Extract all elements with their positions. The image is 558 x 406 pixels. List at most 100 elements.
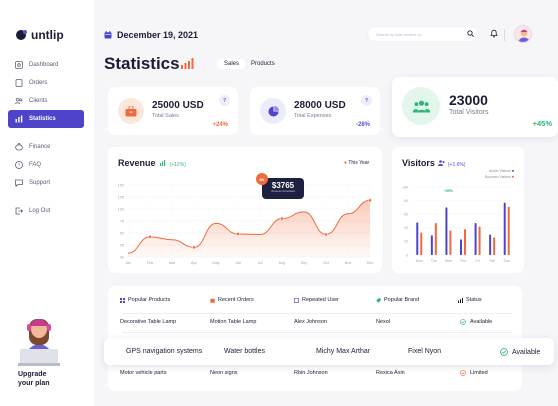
cell-user: Michy Max Arthar (316, 348, 371, 355)
revenue-line (127, 199, 371, 254)
tab-sales[interactable]: Sales (218, 59, 246, 69)
x-tick-label: Fri (475, 259, 479, 263)
y-tick-label: 60 (404, 213, 408, 217)
revenue-point[interactable] (324, 232, 328, 237)
cell-product: Motor vehicle parts (120, 370, 167, 376)
revenue-title-text: Revenue (118, 158, 156, 168)
calendar-icon (104, 31, 112, 39)
sales-products-toggle: Sales Products (218, 59, 281, 69)
sidebar-item-faq[interactable]: ? FAQ (8, 156, 84, 174)
tooltip-value: $3765 (271, 181, 295, 190)
y-tick-label: 100 (402, 185, 408, 189)
cell-brand: Fixel Nyon (408, 348, 442, 355)
revenue-point[interactable] (368, 198, 372, 203)
stat-icon-wrap (402, 87, 440, 125)
user-icon (294, 297, 299, 303)
active-visitors-bar[interactable] (474, 223, 477, 255)
revenue-point[interactable] (192, 245, 196, 250)
visitors-change: (+1.6%) (447, 162, 466, 168)
stat-card-total-visitors: 23000 Total Visitors +45% (392, 77, 558, 137)
tab-products[interactable]: Products (251, 61, 275, 67)
cell-user: Alex Johnson (294, 319, 328, 325)
bounced-visitors-bar[interactable] (478, 226, 481, 255)
cell-user: Rbin Johnson (294, 370, 328, 376)
brand-name: untlip (31, 28, 64, 42)
active-visitors-bar[interactable] (445, 207, 448, 255)
visitors-chart-card: Visitors (+1.6%) Active Visitors ■ Bounc… (392, 147, 524, 273)
cell-order: Water bottles (224, 348, 265, 355)
search-icon[interactable] (467, 30, 474, 37)
sidebar-item-dashboard[interactable]: Dashboard (8, 56, 84, 74)
logo-icon (16, 30, 27, 40)
active-visitors-bar[interactable] (489, 234, 492, 255)
faq-icon: ? (15, 161, 23, 169)
status-icon (458, 297, 463, 303)
sidebar-item-statistics[interactable]: Statistics (8, 110, 84, 128)
x-tick-label: Wed (445, 259, 452, 263)
svg-text:?: ? (18, 163, 21, 168)
column-popular-brand: Popular Brand (376, 297, 419, 303)
sidebar-item-orders[interactable]: Orders (8, 74, 84, 92)
search-input[interactable]: Search by date invoice or... (368, 27, 478, 41)
help-icon[interactable]: ? (219, 95, 230, 106)
active-visitors-bar[interactable] (460, 239, 462, 255)
x-tick-label: Aug (279, 261, 286, 265)
page-title: Statistics (104, 54, 180, 73)
sidebar-item-label: Finance (29, 144, 51, 150)
help-icon[interactable]: ? (361, 95, 372, 106)
y-tick-label: 20 (404, 240, 408, 244)
table-row[interactable]: Motor vehicle parts Neon signs Rbin John… (108, 370, 522, 384)
visitors-legend-active: Active Visitors ■ (488, 169, 514, 173)
active-visitors-bar[interactable] (503, 202, 506, 255)
stat-value: 28000 USD (294, 100, 346, 111)
cell-status: Available (500, 348, 540, 356)
x-tick-label: Thu (460, 259, 466, 263)
bounced-visitors-bar[interactable] (420, 232, 423, 255)
revenue-point[interactable] (280, 216, 284, 221)
main-content: December 19, 2021 Search by date invoice… (94, 0, 558, 406)
sidebar-item-support[interactable]: Support (8, 174, 84, 192)
sidebar-nav: Dashboard Orders Clients Statistics Fin (8, 56, 84, 220)
avatar[interactable] (514, 25, 532, 43)
upgrade-plan[interactable]: Upgrade your plan (18, 302, 76, 388)
active-visitors-bar[interactable] (430, 235, 433, 255)
sidebar-item-label: Statistics (29, 116, 56, 122)
check-circle-icon (500, 348, 508, 356)
sidebar-item-finance[interactable]: Finance (8, 138, 84, 156)
bounced-visitors-bar[interactable] (464, 229, 466, 255)
bell-icon[interactable] (490, 29, 498, 38)
bounced-visitors-bar[interactable] (493, 237, 496, 255)
stat-change: +45% (532, 119, 552, 128)
y-tick-label: 75 (120, 219, 124, 223)
topbar: December 19, 2021 Search by date invoice… (104, 25, 538, 43)
y-tick-label: 80 (404, 199, 408, 203)
finance-icon (15, 143, 23, 151)
sidebar-item-logout[interactable]: Log Out (8, 202, 84, 220)
revenue-point[interactable] (148, 234, 152, 239)
brand-logo[interactable]: untlip (16, 28, 64, 42)
bounced-visitors-bar[interactable] (507, 206, 510, 255)
visitors-title-text: Visitors (402, 158, 435, 168)
bounced-visitors-bar[interactable] (449, 230, 452, 255)
y-tick-label: 125 (118, 195, 124, 199)
table-row[interactable]: Decorative Table Lamp Motion Table Lamp … (108, 319, 522, 333)
cell-order: Neon signs (210, 370, 238, 376)
limited-circle-icon (460, 370, 466, 376)
table-row-highlighted[interactable]: GPS navigation systems Water bottles Mic… (104, 338, 554, 365)
revenue-chart-card: Revenue (+12%) ● This Year 0k 25 50 75 100 12… (108, 147, 382, 273)
cell-product: Decorative Table Lamp (120, 319, 177, 325)
logout-icon (15, 207, 23, 215)
upgrade-label-line2: your plan (18, 380, 50, 387)
bounced-visitors-bar[interactable] (434, 223, 437, 255)
sidebar-item-clients[interactable]: Clients (8, 92, 84, 110)
revenue-change: (+12%) (169, 162, 186, 168)
table-header: Popular Products Recent Orders Repeated … (108, 286, 522, 313)
revenue-point[interactable] (236, 232, 240, 236)
active-visitors-bar[interactable] (416, 222, 419, 255)
sidebar-item-label: Support (29, 180, 51, 186)
y-tick-label: 100 (118, 207, 124, 211)
x-tick-label: Jun (235, 261, 241, 265)
stat-label: Total Expenses (294, 113, 332, 119)
visitors-annotation: +35% (444, 189, 454, 193)
y-tick-label: 50 (120, 231, 124, 235)
